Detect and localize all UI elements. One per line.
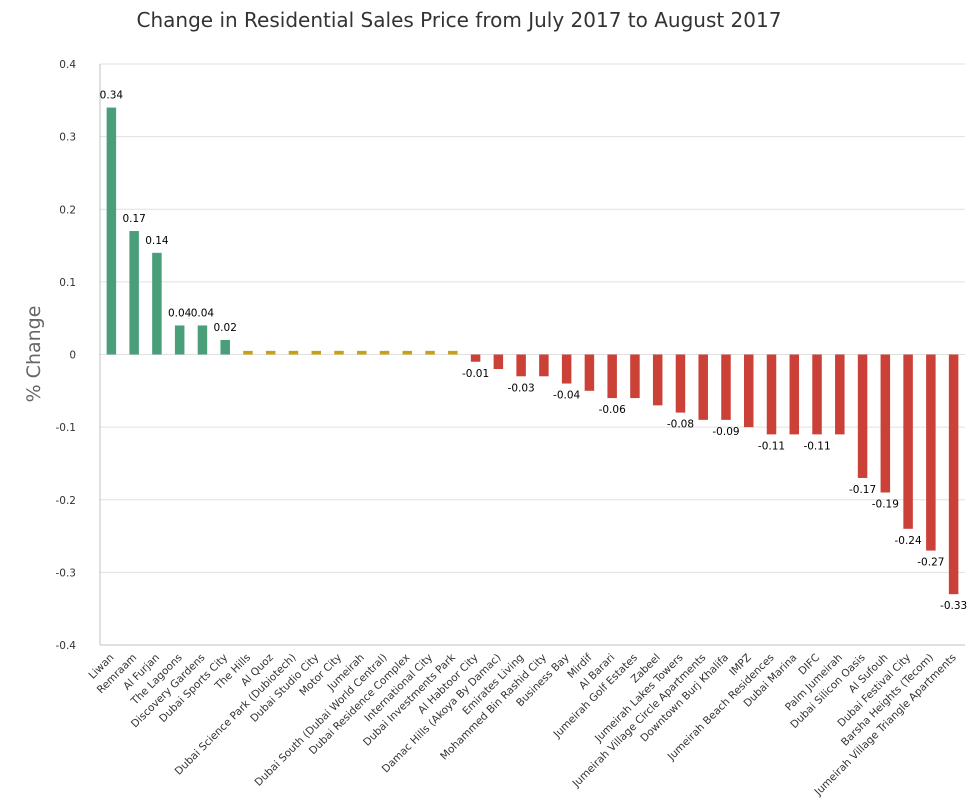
- bar[interactable]: [652, 354, 663, 406]
- bar[interactable]: [926, 354, 936, 551]
- bar[interactable]: [265, 350, 276, 355]
- y-tick-label: -0.1: [56, 422, 77, 434]
- bar[interactable]: [903, 354, 913, 529]
- bar[interactable]: [721, 354, 731, 420]
- bar[interactable]: [857, 354, 868, 478]
- bar[interactable]: [334, 350, 344, 355]
- bar[interactable]: [812, 354, 822, 435]
- bar[interactable]: [948, 354, 959, 595]
- data-label: 0.04: [191, 307, 215, 319]
- data-label: -0.24: [895, 535, 922, 547]
- data-label: -0.11: [803, 440, 830, 452]
- data-label: -0.19: [872, 498, 899, 510]
- bar[interactable]: [698, 354, 708, 420]
- bar[interactable]: [835, 354, 845, 435]
- y-tick-label: -0.4: [56, 640, 77, 652]
- data-label: -0.11: [758, 440, 785, 452]
- bar[interactable]: [174, 325, 185, 355]
- y-tick-label: 0.3: [59, 132, 76, 144]
- y-tick-label: 0.4: [59, 59, 76, 71]
- bar[interactable]: [630, 354, 640, 399]
- data-label: 0.04: [168, 307, 192, 319]
- data-label: -0.01: [462, 368, 489, 380]
- data-labels: 0.34 0.170.14 0.04 0.04 0.02 -0.01 -0.03 -0.04 -…: [100, 90, 968, 613]
- bar[interactable]: [288, 350, 299, 355]
- y-tick-labels: 0.4 0.3 0.2 0.1 0 -0.1 -0.2 -0.3 -0.4: [56, 59, 77, 652]
- bar[interactable]: [584, 354, 595, 391]
- bar[interactable]: [402, 350, 413, 355]
- y-tick-label: 0: [69, 350, 76, 362]
- y-tick-label: -0.2: [56, 495, 77, 507]
- data-label: -0.04: [553, 390, 580, 402]
- bar[interactable]: [493, 354, 504, 370]
- bar[interactable]: [470, 354, 481, 362]
- bar[interactable]: [675, 354, 686, 413]
- y-tick-label: 0.1: [59, 277, 76, 289]
- chart-title: Change in Residential Sales Price from J…: [136, 8, 782, 32]
- bar[interactable]: [425, 350, 435, 355]
- data-label: -0.09: [712, 426, 739, 438]
- bar[interactable]: [243, 350, 253, 355]
- bar[interactable]: [539, 354, 549, 377]
- y-tick-label: 0.2: [59, 204, 76, 216]
- bar[interactable]: [880, 354, 891, 493]
- data-label: 0.02: [214, 322, 237, 334]
- bar[interactable]: [152, 252, 162, 355]
- bars: [106, 107, 959, 595]
- data-label: 0.17: [122, 213, 145, 225]
- bar[interactable]: [766, 354, 777, 435]
- bar[interactable]: [789, 354, 800, 435]
- data-label: -0.33: [940, 600, 967, 612]
- bar[interactable]: [379, 350, 390, 355]
- bar[interactable]: [357, 350, 367, 355]
- data-label: -0.06: [599, 404, 626, 416]
- y-axis-label: % Change: [23, 306, 45, 403]
- data-label: -0.17: [849, 484, 876, 496]
- bar[interactable]: [744, 354, 754, 428]
- bar[interactable]: [607, 354, 617, 399]
- bar[interactable]: [129, 231, 139, 355]
- data-label: -0.08: [667, 419, 694, 431]
- bar[interactable]: [106, 107, 117, 355]
- y-tick-label: -0.3: [56, 567, 77, 579]
- bar[interactable]: [561, 354, 572, 384]
- bar[interactable]: [448, 350, 458, 355]
- data-label: -0.27: [917, 557, 944, 569]
- data-label: 0.14: [145, 235, 169, 247]
- bar[interactable]: [311, 350, 322, 355]
- axes: [99, 64, 965, 646]
- data-label: -0.03: [508, 382, 535, 394]
- data-label: 0.34: [100, 90, 124, 102]
- bar[interactable]: [197, 325, 208, 355]
- bar[interactable]: [220, 339, 230, 355]
- bar[interactable]: [516, 354, 526, 377]
